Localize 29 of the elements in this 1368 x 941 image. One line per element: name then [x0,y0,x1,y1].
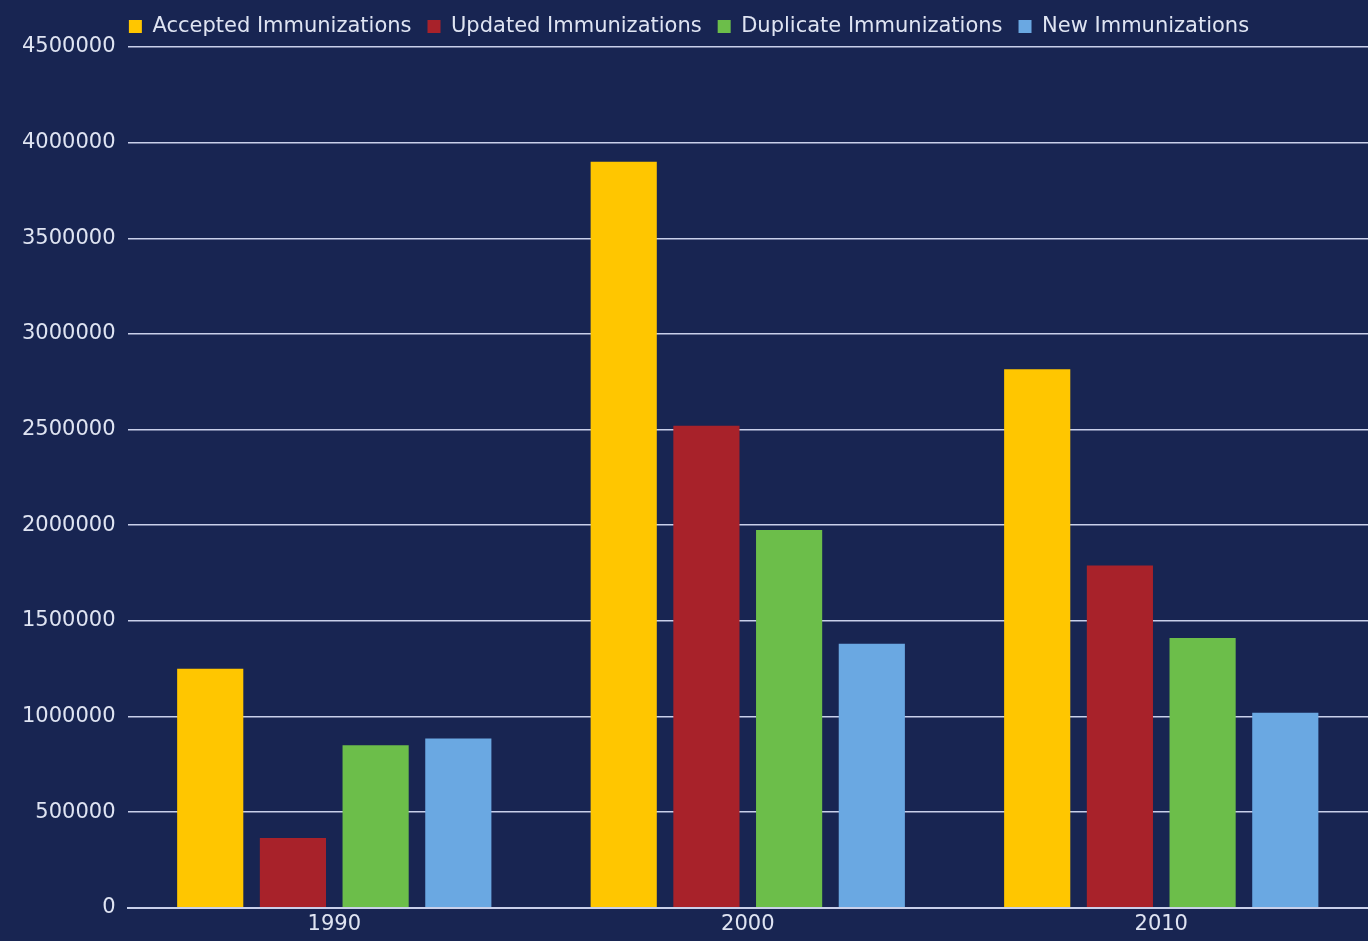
x-tick-label: 2000 [721,910,775,935]
bar [342,745,409,908]
y-tick-label: 2500000 [21,416,116,441]
y-tick-label: 2000000 [21,511,116,536]
bar [673,425,740,908]
legend-label: Accepted Immunizations [152,12,412,37]
bar [1004,369,1071,908]
bar [756,530,823,908]
x-tick-label: 1990 [307,910,361,935]
y-tick-label: 4500000 [21,33,116,58]
x-tick-label: 2010 [1134,910,1188,935]
y-tick-label: 1000000 [21,702,116,727]
y-tick-label: 500000 [35,798,116,823]
legend-label: Updated Immunizations [451,12,702,37]
y-tick-label: 3500000 [21,224,116,249]
bar [177,668,244,908]
y-tick-label: 0 [102,894,116,919]
bar [1169,638,1236,908]
bar [425,738,492,908]
y-tick-label: 4000000 [21,129,116,154]
y-tick-label: 1500000 [21,607,116,632]
bar [590,161,657,908]
bar [259,837,326,908]
legend-label: Duplicate Immunizations [741,12,1003,37]
legend-label: New Immunizations [1042,12,1250,37]
bar [1086,565,1153,908]
y-tick-label: 3000000 [21,320,116,345]
bar [1252,712,1319,908]
bar [838,643,905,908]
